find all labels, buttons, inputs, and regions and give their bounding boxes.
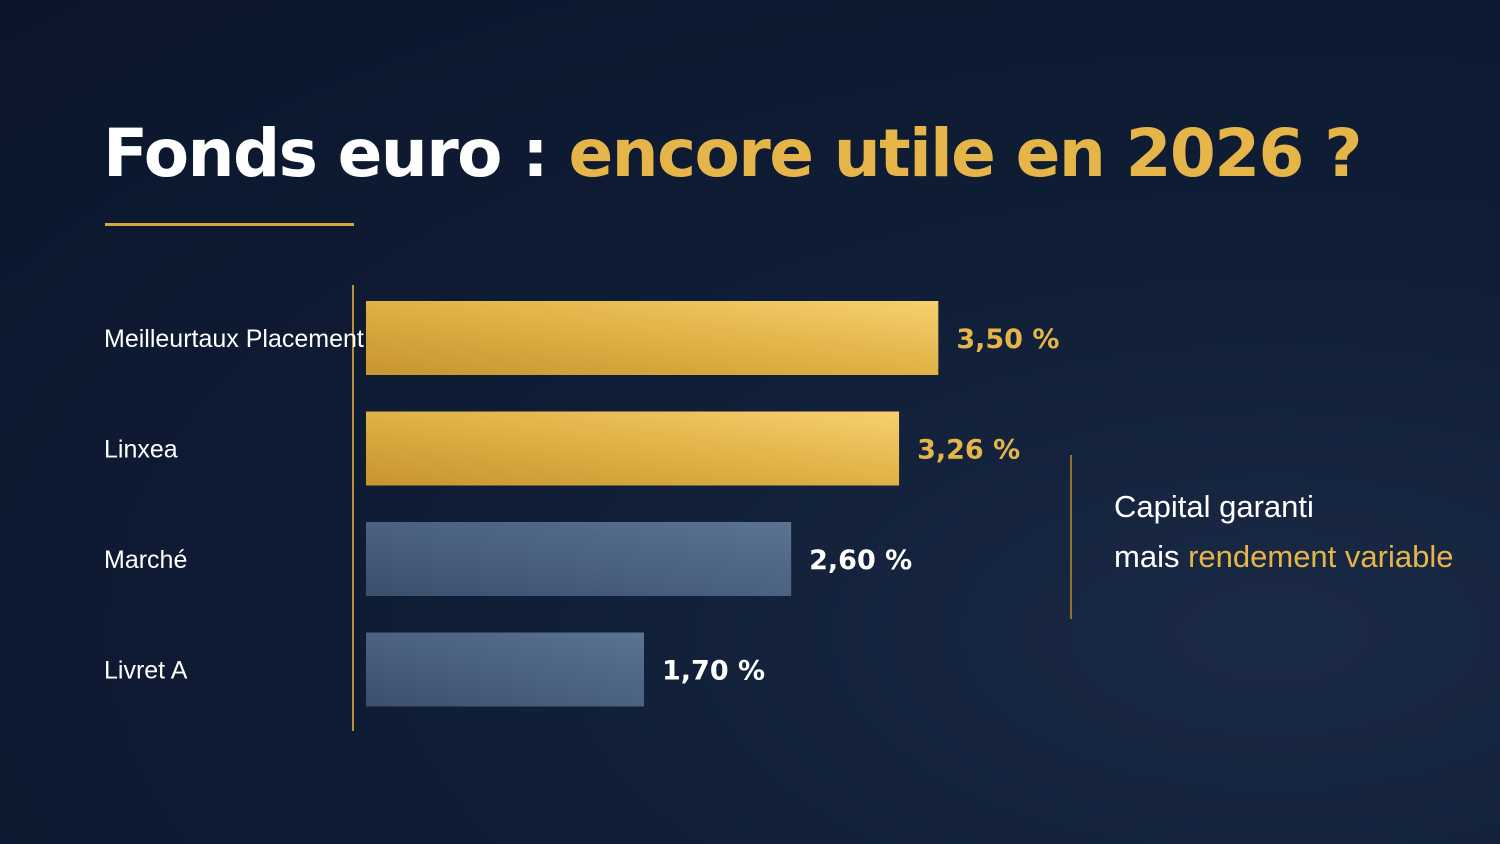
bar-3 [366,522,792,596]
note-highlight-text: rendement variable [1188,539,1454,574]
value-label: 1,70 % [662,656,765,687]
value-label: 3,26 % [917,435,1020,466]
bars-group: Meilleurtaux Placement 3,50 % Linxea 3,26 %… [104,301,1059,707]
bar-1 [366,301,939,375]
note-line-2: mais rendement variable [1114,539,1453,575]
value-label: 3,50 % [956,324,1059,355]
title-underline [105,223,354,226]
slide-title: Fonds euro : encore utile en 2026 ? [103,112,1363,196]
note-plain-text: mais [1114,539,1189,574]
bar-chart: Meilleurtaux Placement 3,50 % Linxea 3,26 %… [104,285,1060,731]
category-label: Linxea [104,436,178,464]
value-label: 2,60 % [809,545,912,576]
note-divider [1070,455,1072,619]
bar-4 [366,632,644,707]
bar-2 [366,411,900,486]
title-part-white: Fonds euro : [103,115,569,192]
category-label: Marché [104,546,187,574]
category-label: Livret A [104,657,188,685]
title-part-gold: encore utile en 2026 ? [568,115,1362,192]
category-label: Meilleurtaux Placement [104,325,364,353]
note-line-1: Capital garanti [1114,489,1314,524]
